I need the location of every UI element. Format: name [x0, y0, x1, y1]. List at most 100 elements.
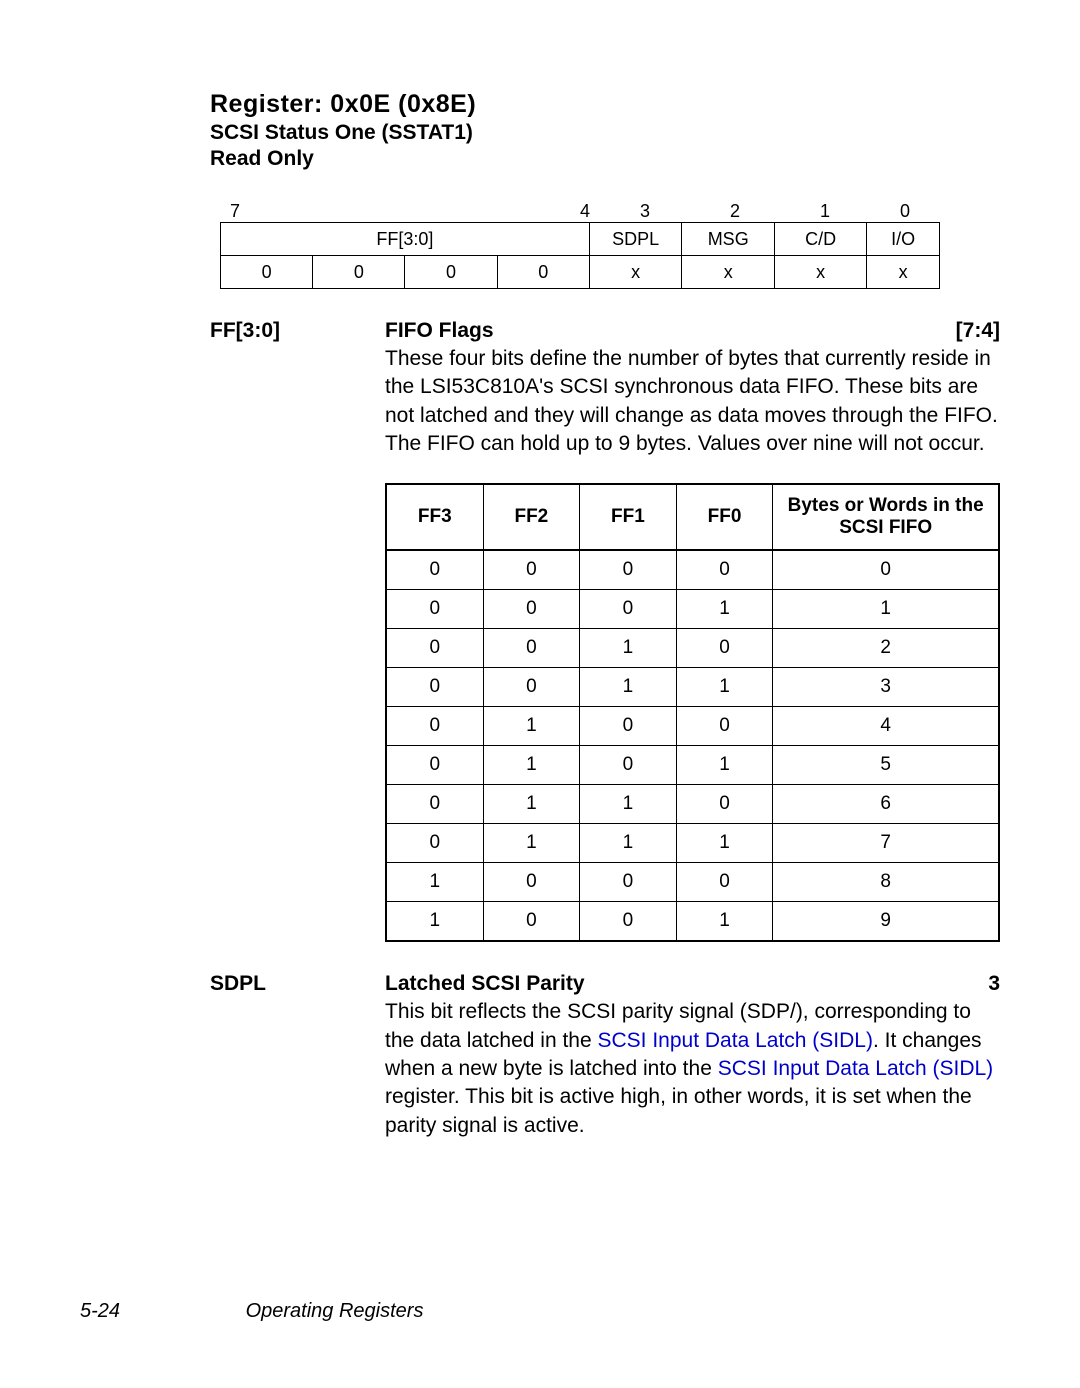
ff-field-name: FIFO Flags [385, 319, 494, 343]
bit-label-io: I/O [867, 223, 940, 256]
sdpl-field-bits: 3 [988, 972, 1000, 996]
table-cell: 1 [676, 746, 773, 785]
table-cell: 0 [386, 707, 483, 746]
sdpl-field-name: Latched SCSI Parity [385, 972, 585, 996]
bit-num-1: 1 [780, 201, 870, 222]
table-cell: 1 [676, 668, 773, 707]
table-cell: 4 [773, 707, 999, 746]
table-row: 00000 [386, 550, 999, 590]
register-subtitle: SCSI Status One (SSTAT1) [210, 121, 1000, 145]
sidl-link-2[interactable]: SCSI Input Data Latch (SIDL) [718, 1057, 993, 1080]
table-cell: 0 [580, 746, 677, 785]
ff-field-label: FF[3:0] [210, 319, 385, 458]
table-cell: 1 [676, 824, 773, 863]
table-cell: 1 [483, 707, 580, 746]
table-cell: 1 [676, 590, 773, 629]
bit-val-2: x [682, 256, 775, 289]
table-cell: 0 [580, 707, 677, 746]
table-cell: 1 [580, 785, 677, 824]
table-cell: 0 [483, 668, 580, 707]
table-cell: 1 [580, 824, 677, 863]
table-cell: 9 [773, 902, 999, 942]
register-title: Register: 0x0E (0x8E) [210, 90, 1000, 119]
table-cell: 0 [676, 785, 773, 824]
table-cell: 8 [773, 863, 999, 902]
table-cell: 3 [773, 668, 999, 707]
table-cell: 0 [580, 590, 677, 629]
table-row: 00113 [386, 668, 999, 707]
bit-val-3: x [589, 256, 682, 289]
table-row: 00102 [386, 629, 999, 668]
register-readonly: Read Only [210, 147, 1000, 171]
sdpl-field-section: SDPL Latched SCSI Parity 3 This bit refl… [210, 972, 1000, 1140]
table-cell: 0 [483, 590, 580, 629]
table-cell: 0 [580, 863, 677, 902]
fifo-head-ff0: FF0 [676, 484, 773, 550]
sdpl-field-desc: This bit reflects the SCSI parity signal… [385, 998, 1000, 1140]
table-cell: 7 [773, 824, 999, 863]
table-row: 10019 [386, 902, 999, 942]
table-cell: 0 [386, 550, 483, 590]
table-cell: 0 [386, 629, 483, 668]
table-cell: 0 [483, 550, 580, 590]
table-cell: 5 [773, 746, 999, 785]
page-footer: 5-24 Operating Registers [80, 1300, 423, 1323]
bit-label-cd: C/D [774, 223, 866, 256]
table-cell: 2 [773, 629, 999, 668]
ff-field-section: FF[3:0] FIFO Flags [7:4] These four bits… [210, 319, 1000, 458]
table-cell: 0 [386, 746, 483, 785]
bit-num-4: 4 [580, 201, 590, 222]
bit-val-5: 0 [405, 256, 497, 289]
table-cell: 0 [676, 707, 773, 746]
ff-field-desc: These four bits define the number of byt… [385, 345, 1000, 458]
table-cell: 1 [580, 629, 677, 668]
fifo-table: FF3 FF2 FF1 FF0 Bytes or Words in the SC… [385, 483, 1000, 942]
table-cell: 1 [483, 824, 580, 863]
ff-field-bits: [7:4] [956, 319, 1000, 343]
table-cell: 0 [483, 902, 580, 942]
table-cell: 1 [580, 668, 677, 707]
fifo-head-ff2: FF2 [483, 484, 580, 550]
table-cell: 1 [773, 590, 999, 629]
fifo-head-ff1: FF1 [580, 484, 677, 550]
table-cell: 1 [386, 902, 483, 942]
bit-num-3: 3 [600, 201, 690, 222]
table-cell: 0 [386, 824, 483, 863]
sdpl-field-label: SDPL [210, 972, 385, 1140]
bit-num-7: 7 [230, 201, 240, 222]
bit-val-6: 0 [313, 256, 405, 289]
register-bit-table: FF[3:0] SDPL MSG C/D I/O 0 0 0 0 x x x x [220, 222, 940, 289]
bit-num-2: 2 [690, 201, 780, 222]
table-row: 01106 [386, 785, 999, 824]
bit-val-0: x [867, 256, 940, 289]
table-row: 10008 [386, 863, 999, 902]
table-cell: 0 [580, 902, 677, 942]
table-cell: 1 [676, 902, 773, 942]
table-cell: 0 [386, 668, 483, 707]
fifo-head-ff3: FF3 [386, 484, 483, 550]
table-cell: 0 [773, 550, 999, 590]
table-row: 01117 [386, 824, 999, 863]
table-row: 01004 [386, 707, 999, 746]
bit-val-1: x [774, 256, 866, 289]
table-cell: 0 [676, 863, 773, 902]
chapter-name: Operating Registers [246, 1300, 424, 1322]
table-cell: 0 [483, 863, 580, 902]
table-cell: 0 [386, 785, 483, 824]
bit-label-msg: MSG [682, 223, 775, 256]
fifo-head-bytes: Bytes or Words in the SCSI FIFO [773, 484, 999, 550]
table-cell: 6 [773, 785, 999, 824]
page-number: 5-24 [80, 1300, 120, 1322]
table-row: 01015 [386, 746, 999, 785]
bit-label-sdpl: SDPL [589, 223, 682, 256]
table-cell: 0 [386, 590, 483, 629]
table-row: 00011 [386, 590, 999, 629]
table-cell: 0 [580, 550, 677, 590]
table-cell: 1 [483, 785, 580, 824]
bit-number-row: 7 4 3 2 1 0 [220, 201, 1000, 222]
table-cell: 0 [483, 629, 580, 668]
sidl-link-1[interactable]: SCSI Input Data Latch (SIDL) [598, 1029, 873, 1052]
table-cell: 0 [676, 629, 773, 668]
table-cell: 0 [676, 550, 773, 590]
bit-val-4: 0 [497, 256, 589, 289]
